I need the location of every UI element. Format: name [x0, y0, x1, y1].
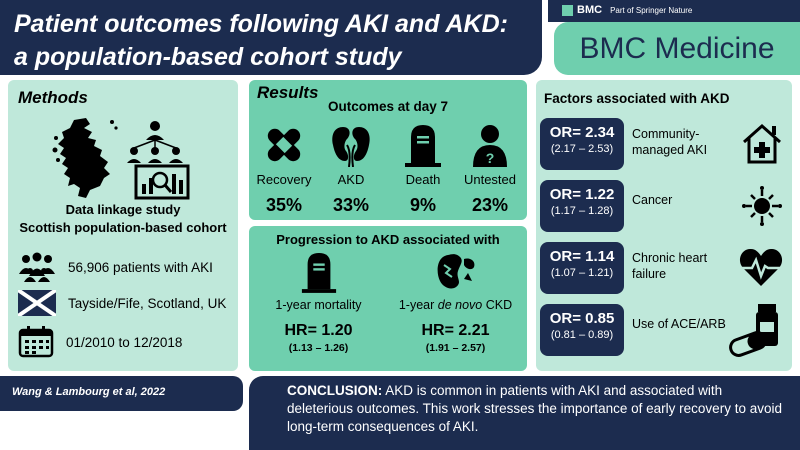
journal-name: BMC Medicine — [579, 31, 775, 65]
title-banner: Patient outcomes following AKI and AKD: … — [0, 0, 542, 75]
author-citation: Wang & Lambourg et al, 2022 — [0, 376, 243, 411]
methods-heading: Methods — [18, 88, 88, 107]
study-type: Data linkage study — [65, 202, 181, 217]
conclusion-label: CONCLUSION: — [287, 383, 383, 398]
heartbeat-icon — [739, 248, 783, 286]
cancer-cell-icon — [742, 186, 782, 226]
conclusion-text: AKD is common in patients with AKI and a… — [287, 383, 782, 434]
factors-heading: Factors associated with AKD — [544, 91, 730, 106]
network-people-icon — [127, 121, 183, 163]
journal-badge: BMC Medicine — [554, 22, 800, 75]
odds-ratio-box: OR= 2.34 (2.17 – 2.53) — [540, 118, 624, 170]
analytics-monitor-icon — [134, 164, 190, 200]
tombstone-icon — [301, 253, 336, 293]
results-subheading: Outcomes at day 7 — [327, 99, 449, 114]
methods-panel: Methods Data linkage study Scottish popu… — [8, 80, 238, 371]
odds-ratio-box: OR= 1.22 (1.17 – 1.28) — [540, 180, 624, 232]
tombstone-icon — [405, 125, 441, 167]
title-line-2: a population-based cohort study — [14, 43, 402, 71]
progression-mortality: 1-year mortality HR= 1.20 (1.13 – 1.26) — [251, 250, 386, 354]
svg-text:?: ? — [486, 150, 495, 166]
progression-heading: Progression to AKD associated with — [276, 232, 500, 247]
factor-row-ace-arb: OR= 0.85 (0.81 – 0.89) Use of ACE/ARB — [540, 302, 788, 360]
methods-row-patients: 56,906 patients with AKI — [18, 252, 213, 282]
outcome-untested: ? Untested 23% — [455, 122, 525, 216]
methods-row-dates: 01/2010 to 12/2018 — [18, 326, 182, 358]
factor-row-community: OR= 2.34 (2.17 – 2.53) Community-managed… — [540, 116, 788, 174]
bandage-icon — [267, 128, 301, 162]
damaged-kidney-icon — [437, 254, 474, 289]
factors-panel: Factors associated with AKD OR= 2.34 (2.… — [536, 80, 792, 371]
scotland-flag-icon — [18, 290, 56, 316]
factor-row-cancer: OR= 1.22 (1.17 – 1.28) Cancer — [540, 178, 788, 236]
progression-ckd: 1-year de novo CKD HR= 2.21 (1.91 – 2.57… — [388, 250, 523, 354]
conclusion-box: CONCLUSION: AKD is common in patients wi… — [249, 376, 800, 450]
title-line-1: Patient outcomes following AKI and AKD: — [14, 10, 508, 38]
outcome-death: Death 9% — [388, 122, 458, 216]
outcome-akd: AKD 33% — [316, 122, 386, 216]
publisher-logo: BMC Part of Springer Nature — [562, 4, 692, 16]
kidneys-icon — [332, 127, 370, 167]
odds-ratio-box: OR= 1.14 (1.07 – 1.21) — [540, 242, 624, 294]
results-panel: Results Outcomes at day 7 Recovery 35% — [249, 80, 527, 220]
publisher-strip: BMC Part of Springer Nature — [548, 0, 800, 22]
cohort-type: Scottish population-based cohort — [19, 220, 227, 235]
factor-row-heart-failure: OR= 1.14 (1.07 – 1.21) Chronic heart fai… — [540, 240, 788, 298]
progression-ckd-label: 1-year de novo CKD — [398, 298, 513, 312]
house-medical-icon — [743, 123, 781, 164]
unknown-person-icon: ? — [473, 125, 507, 167]
progression-panel: Progression to AKD associated with 1-yea… — [249, 226, 527, 371]
pills-icon — [729, 304, 778, 357]
results-heading: Results — [257, 83, 319, 102]
scotland-map-icon — [52, 118, 118, 198]
odds-ratio-box: OR= 0.85 (0.81 – 0.89) — [540, 304, 624, 356]
methods-row-location: Tayside/Fife, Scotland, UK — [18, 290, 226, 316]
people-icon — [19, 252, 55, 282]
calendar-icon — [18, 326, 54, 358]
outcome-recovery: Recovery 35% — [249, 122, 319, 216]
bmc-logo-icon — [562, 4, 573, 16]
